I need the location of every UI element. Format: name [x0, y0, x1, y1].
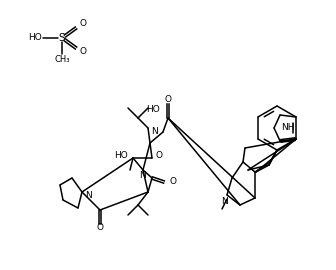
Text: O: O: [80, 19, 86, 29]
Text: N: N: [151, 127, 158, 137]
Text: O: O: [165, 94, 171, 103]
Text: O: O: [80, 48, 86, 56]
Text: HO: HO: [114, 151, 128, 160]
Text: CH₃: CH₃: [54, 56, 70, 65]
Text: N: N: [140, 170, 146, 180]
Text: O: O: [155, 150, 162, 160]
Text: O: O: [169, 177, 176, 187]
Text: N: N: [85, 191, 92, 200]
Text: O: O: [96, 224, 103, 232]
Text: S: S: [59, 33, 65, 43]
Text: N: N: [221, 197, 227, 205]
Text: HO: HO: [146, 106, 160, 114]
Text: HO: HO: [28, 33, 42, 42]
Text: NH: NH: [281, 123, 295, 133]
